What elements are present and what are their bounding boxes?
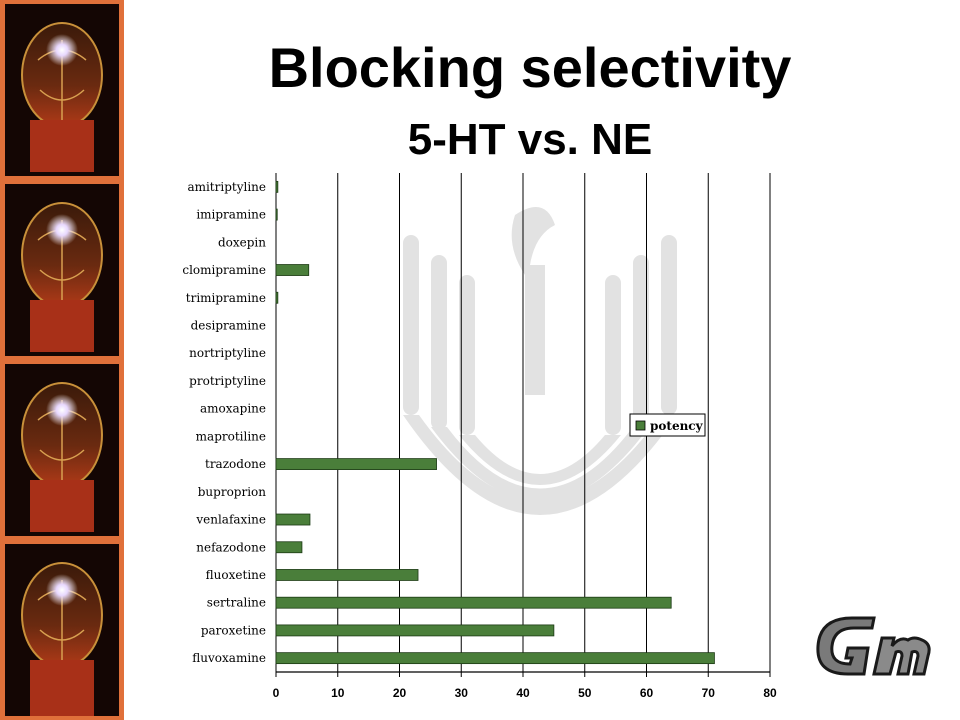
legend-label: potency — [650, 419, 704, 433]
head-tile-1 — [0, 0, 124, 180]
bar-sertraline — [275, 596, 672, 609]
gm-logo — [816, 616, 931, 676]
bar-imipramine — [275, 208, 278, 221]
x-tick-label-10: 10 — [331, 686, 345, 700]
x-tick-label-0: 0 — [273, 686, 280, 700]
bar-fluvoxamine — [275, 652, 715, 665]
x-tick-label-60: 60 — [640, 686, 654, 700]
x-tick-label-70: 70 — [702, 686, 716, 700]
bars — [275, 180, 715, 665]
x-tick-labels: 0 10 20 30 40 50 60 70 80 — [273, 686, 777, 700]
slide-subtitle: 5-HT vs. NE — [407, 115, 653, 164]
potency-bar-chart: amitriptyline imipramine doxepin clomiprami… — [182, 173, 777, 700]
category-labels: amitriptyline imipramine doxepin clomiprami… — [182, 180, 266, 665]
category-label-sertraline: sertraline — [207, 596, 266, 610]
bar-nefazodone — [275, 541, 303, 554]
category-label-amoxapine: amoxapine — [200, 402, 266, 416]
head-tile-3 — [0, 360, 124, 540]
category-label-imipramine: imipramine — [196, 208, 266, 222]
gridlines — [275, 173, 771, 677]
category-label-protriptyline: protriptyline — [189, 374, 266, 388]
category-label-nefazodone: nefazodone — [196, 540, 266, 554]
slide-title: Blocking selectivity — [268, 36, 792, 99]
category-label-venlafaxine: venlafaxine — [195, 513, 266, 527]
bar-amitriptyline — [275, 180, 279, 193]
torch-emblem-watermark — [403, 207, 677, 515]
category-label-trimipramine: trimipramine — [186, 291, 266, 305]
bar-paroxetine — [275, 624, 555, 637]
category-label-doxepin: doxepin — [218, 235, 266, 249]
bar-clomipramine — [275, 264, 310, 276]
category-label-buproprion: buproprion — [198, 485, 267, 499]
legend-swatch — [635, 420, 646, 431]
x-tick-label-20: 20 — [393, 686, 407, 700]
category-label-maprotiline: maprotiline — [196, 429, 266, 443]
bar-venlafaxine — [275, 513, 311, 526]
bar-fluoxetine — [275, 569, 419, 581]
category-label-fluoxetine: fluoxetine — [206, 568, 266, 582]
category-label-trazodone: trazodone — [205, 457, 266, 471]
sidebar-artwork — [0, 0, 124, 720]
x-tick-label-50: 50 — [578, 686, 592, 700]
legend-box — [629, 413, 706, 437]
head-tile-2 — [0, 180, 124, 360]
category-label-desipramine: desipramine — [191, 318, 266, 332]
category-label-amitriptyline: amitriptyline — [187, 180, 266, 194]
x-tick-label-30: 30 — [455, 686, 469, 700]
bar-trimipramine — [275, 291, 279, 304]
category-label-paroxetine: paroxetine — [201, 623, 266, 637]
category-label-nortriptyline: nortriptyline — [189, 346, 266, 360]
gm-logo-mark — [816, 616, 931, 676]
category-label-fluvoxamine: fluvoxamine — [192, 651, 266, 665]
bar-trazodone — [275, 458, 437, 470]
legend: potency — [629, 413, 706, 437]
x-tick-label-80: 80 — [763, 686, 777, 700]
x-tick-label-40: 40 — [516, 686, 530, 700]
head-tile-4 — [0, 540, 124, 720]
category-label-clomipramine: clomipramine — [182, 263, 266, 277]
